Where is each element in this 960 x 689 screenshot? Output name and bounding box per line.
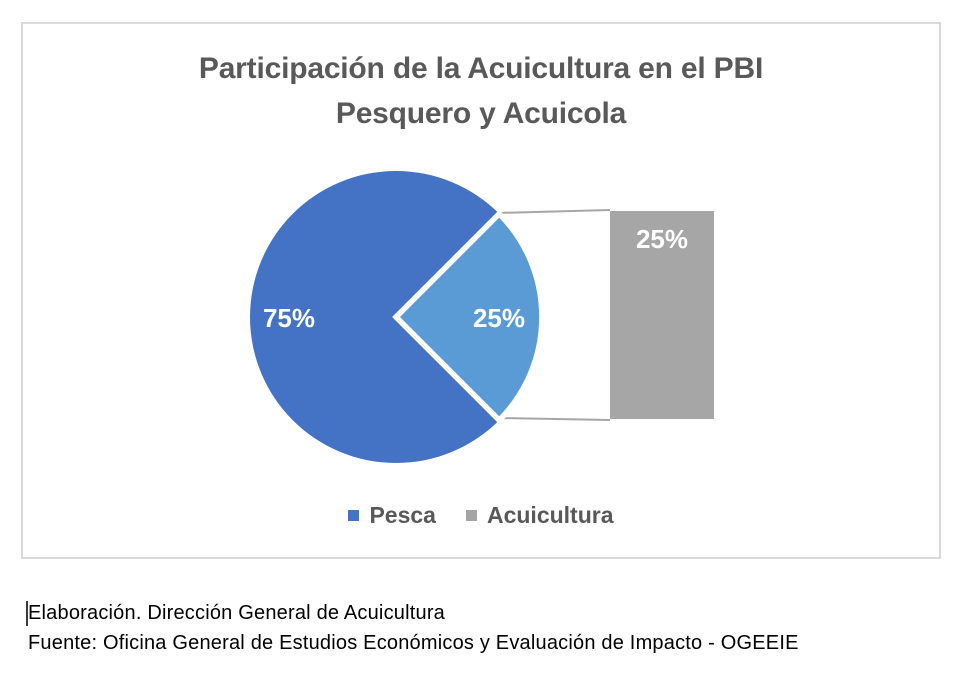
data-label-acuicultura-slice: 25% — [473, 303, 525, 333]
source-note-line-1: Elaboración. Dirección General de Acuicu… — [28, 602, 445, 624]
source-note: Elaboración. Dirección General de Acuicu… — [28, 598, 799, 658]
pie-plot-area: 75% 25% 25% — [250, 171, 714, 463]
legend-item-acuicultura[interactable]: Acuicultura — [465, 502, 614, 529]
legend-label-acuicultura: Acuicultura — [486, 502, 614, 528]
chart-title-line-1: Participación de la Acuicultura en el PB… — [198, 52, 764, 85]
legend-label-pesca: Pesca — [369, 502, 436, 528]
legend-swatch-acuicultura-icon — [465, 510, 477, 521]
text-cursor — [26, 601, 28, 626]
legend-item-pesca[interactable]: Pesca — [348, 502, 436, 529]
chart-title: Participación de la Acuicultura en el PB… — [23, 46, 939, 136]
bar-acuicultura[interactable] — [610, 211, 714, 419]
pie-slice-acuicultura[interactable] — [392, 209, 545, 425]
chart-legend: Pesca Acuicultura — [23, 502, 939, 529]
source-note-line-2: Fuente: Oficina General de Estudios Econ… — [28, 632, 799, 654]
legend-swatch-pesca-icon — [348, 510, 360, 521]
connector-line-top — [496, 209, 611, 214]
data-label-pesca: 75% — [263, 303, 315, 333]
connector-line-bottom — [497, 417, 611, 421]
data-label-acuicultura-bar: 25% — [636, 224, 688, 254]
chart-frame[interactable]: Participación de la Acuicultura en el PB… — [21, 22, 941, 559]
chart-title-line-2: Pesquero y Acuicola — [335, 97, 627, 130]
